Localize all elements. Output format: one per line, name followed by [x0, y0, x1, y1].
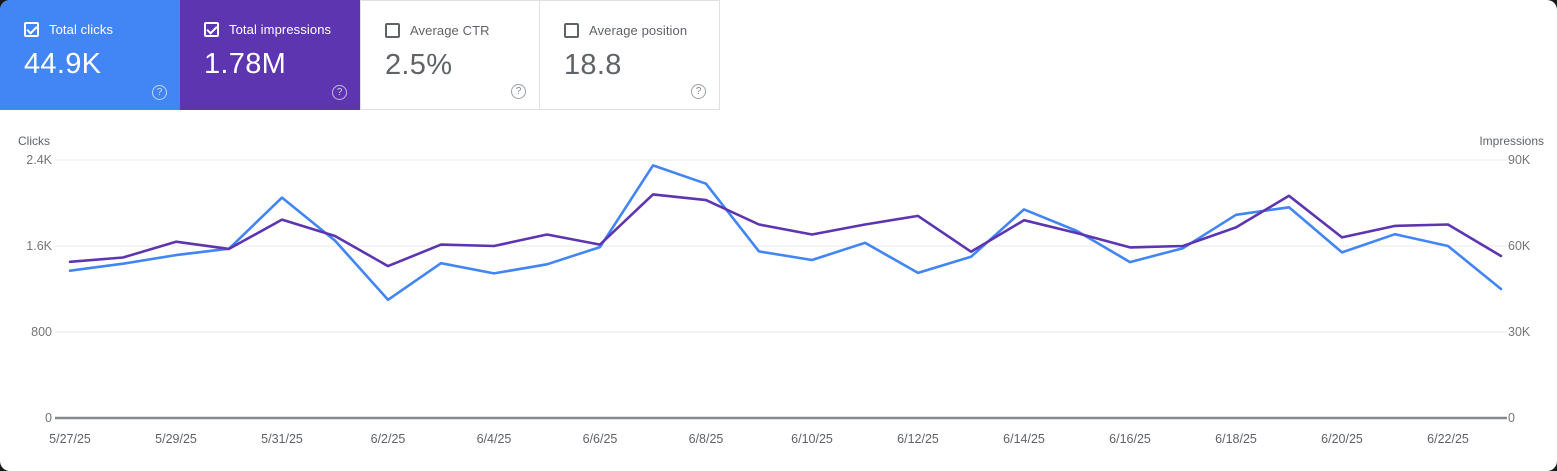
- card-label: Total impressions: [229, 22, 332, 37]
- left-axis-tick: 1.6K: [26, 239, 52, 253]
- x-axis-label: 6/4/25: [476, 432, 512, 446]
- card-label: Average position: [589, 23, 688, 38]
- metric-cards-row: Total clicks 44.9K Total impressions 1.7…: [0, 0, 720, 110]
- card-header: Total clicks: [24, 22, 164, 37]
- clicks-line: [68, 164, 1503, 302]
- right-axis-title: Impressions: [1479, 134, 1544, 148]
- left-axis-tick: 800: [31, 325, 52, 339]
- unchecked-checkbox-icon[interactable]: [564, 23, 579, 38]
- left-axis-tick: 2.4K: [26, 153, 52, 167]
- x-axis-label: 5/29/25: [155, 432, 197, 446]
- right-axis-tick: 90K: [1508, 153, 1531, 167]
- x-axis-label: 6/2/25: [370, 432, 406, 446]
- x-axis-label: 6/18/25: [1215, 432, 1257, 446]
- help-icon[interactable]: [691, 84, 706, 99]
- metric-card-average-position[interactable]: Average position 18.8: [540, 0, 720, 110]
- x-axis-label: 6/16/25: [1109, 432, 1151, 446]
- help-icon[interactable]: [332, 85, 347, 100]
- card-label: Total clicks: [49, 22, 114, 37]
- x-axis-label: 6/20/25: [1321, 432, 1363, 446]
- left-axis-title: Clicks: [18, 134, 50, 148]
- average-ctr-value: 2.5%: [385, 49, 453, 81]
- total-impressions-value: 1.78M: [204, 48, 287, 80]
- checked-checkbox-icon[interactable]: [204, 22, 219, 37]
- right-axis-tick: 30K: [1508, 325, 1531, 339]
- x-axis-label: 5/27/25: [49, 432, 91, 446]
- total-clicks-value: 44.9K: [24, 48, 102, 80]
- x-axis-label: 6/22/25: [1427, 432, 1469, 446]
- average-position-value: 18.8: [564, 49, 622, 81]
- card-header: Total impressions: [204, 22, 344, 37]
- left-axis-tick: 0: [45, 411, 52, 425]
- card-header: Average position: [564, 23, 703, 38]
- x-axis-label: 6/14/25: [1003, 432, 1045, 446]
- help-icon[interactable]: [511, 84, 526, 99]
- x-axis-label: 6/10/25: [791, 432, 833, 446]
- checked-checkbox-icon[interactable]: [24, 22, 39, 37]
- metric-card-total-clicks[interactable]: Total clicks 44.9K: [0, 0, 180, 110]
- card-label: Average CTR: [410, 23, 490, 38]
- x-axis-label: 6/12/25: [897, 432, 939, 446]
- help-icon[interactable]: [152, 85, 167, 100]
- right-axis-tick: 60K: [1508, 239, 1531, 253]
- unchecked-checkbox-icon[interactable]: [385, 23, 400, 38]
- impressions-line: [68, 193, 1503, 268]
- card-header: Average CTR: [385, 23, 523, 38]
- metric-card-total-impressions[interactable]: Total impressions 1.78M: [180, 0, 360, 110]
- right-axis-tick: 0: [1508, 411, 1515, 425]
- x-axis-label: 6/8/25: [688, 432, 724, 446]
- metric-card-average-ctr[interactable]: Average CTR 2.5%: [360, 0, 540, 110]
- x-axis-label: 5/31/25: [261, 432, 303, 446]
- x-axis-label: 6/6/25: [582, 432, 618, 446]
